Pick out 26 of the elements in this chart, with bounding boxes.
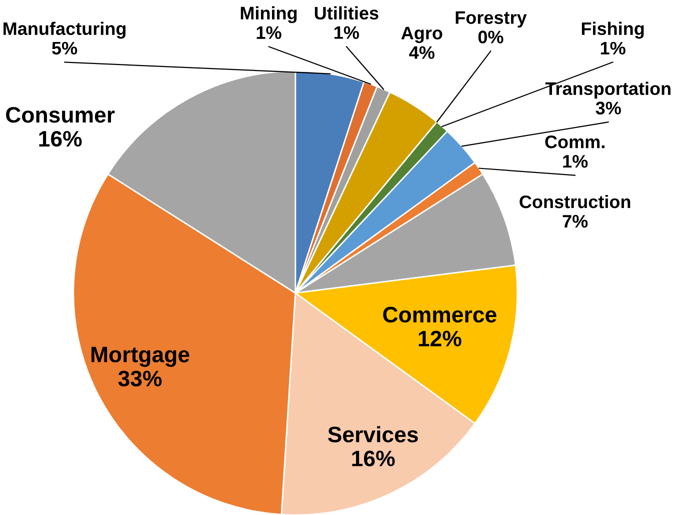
slice-label: Mining — [240, 6, 297, 24]
slice-label: Agro — [401, 26, 442, 44]
slice-label: Manufacturing — [4, 22, 126, 39]
data-label: 1% — [334, 26, 360, 39]
data-label: 1% — [256, 26, 282, 39]
data-label: 1% — [600, 42, 626, 55]
slice-label: Consumer — [6, 107, 115, 123]
slice-label: Services — [328, 426, 418, 442]
text: 0% — [478, 30, 504, 44]
data-label: 16% — [352, 450, 395, 466]
category-label: Forestry — [456, 11, 527, 28]
data-label: 5% — [52, 42, 78, 55]
slice-label: Transportation — [545, 82, 670, 99]
data-label: 4% — [409, 46, 434, 59]
slice-label: Construction — [520, 194, 630, 208]
data-label: 7% — [562, 214, 588, 228]
slice-label: Commerce — [383, 306, 496, 323]
data-label: 1% — [563, 155, 588, 168]
slice-label: Comm. — [545, 136, 604, 148]
data-label: 3% — [596, 102, 621, 114]
data-label: 16% — [39, 130, 82, 147]
slice-label: Mortgage — [91, 346, 190, 367]
data-label: 12% — [418, 330, 462, 346]
data-label: 33% — [118, 370, 162, 386]
slice-label: Fishing — [582, 22, 644, 39]
slice-label: Utilities — [314, 6, 378, 20]
